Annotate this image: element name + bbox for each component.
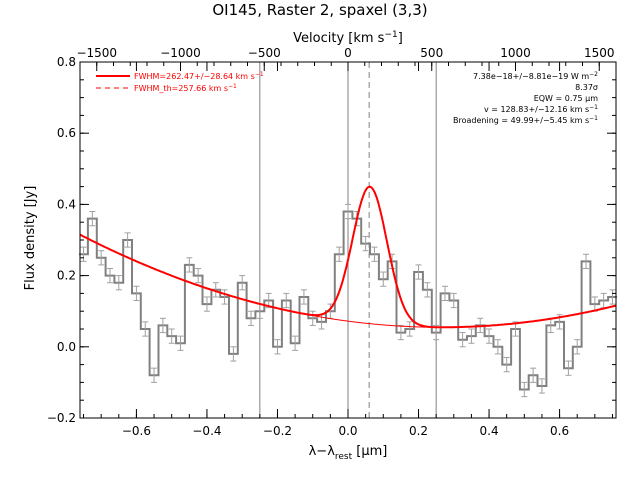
x-tick-label: 0.6	[550, 424, 569, 438]
legend: FWHM=262.47+/−28.64 km s−1 FWHM_th=257.6…	[96, 71, 264, 93]
x-tick-label: −0.4	[192, 424, 221, 438]
y-tick-label: 0.2	[57, 269, 76, 283]
top-tick-label: −500	[248, 46, 281, 60]
x-tick-label: −0.6	[122, 424, 151, 438]
y-tick-label: 0.4	[57, 197, 76, 211]
y-tick-label: −0.2	[47, 411, 76, 425]
plot-area: −0.6 −0.4 −0.2 0.0 0.2 0.4 0.6 −0.2 0.0 0.2 0.4 0.6…	[47, 46, 617, 438]
top-tick-label: 1000	[500, 46, 531, 60]
legend-label-fwhm-th: FWHM_th=257.66 km s−1	[134, 83, 237, 93]
x-tick-label: 0.4	[480, 424, 499, 438]
annotation-line-sigma: 8.37σ	[575, 83, 598, 92]
top-axis-label: Velocity [km s−1]	[293, 30, 403, 46]
top-tick-label: 1500	[584, 46, 615, 60]
x-axis-label: λ−λrest [μm]	[309, 444, 388, 462]
annotation-block: 7.38e−18+/−8.81e−19 W m−2 8.37σ EQW = 0.…	[453, 71, 598, 125]
legend-label-fwhm: FWHM=262.47+/−28.64 km s−1	[134, 71, 264, 81]
annotation-line-velocity: v = 128.83+/−12.16 km s−1	[484, 104, 598, 114]
annotation-line-eqw: EQW = 0.75 μm	[534, 94, 598, 103]
x-tick-label: 0.2	[409, 424, 428, 438]
y-tick-label: 0.8	[57, 55, 76, 69]
fit-line	[79, 185, 617, 329]
top-tick-label: −1500	[76, 46, 117, 60]
top-tick-label: 0	[344, 46, 352, 60]
y-axis-label: Flux density [Jy]	[23, 186, 38, 291]
y-tick-label: 0.6	[57, 126, 76, 140]
annotation-line-flux: 7.38e−18+/−8.81e−19 W m−2	[473, 71, 598, 81]
top-tick-label: −1000	[160, 46, 201, 60]
y-tick-label: 0.0	[57, 340, 76, 354]
x-tick-label: −0.2	[263, 424, 292, 438]
annotation-line-broadening: Broadening = 49.99+/−5.45 km s−1	[453, 115, 598, 125]
top-tick-label: 500	[420, 46, 443, 60]
x-tick-label: 0.0	[338, 424, 357, 438]
chart-title: OI145, Raster 2, spaxel (3,3)	[212, 1, 427, 19]
